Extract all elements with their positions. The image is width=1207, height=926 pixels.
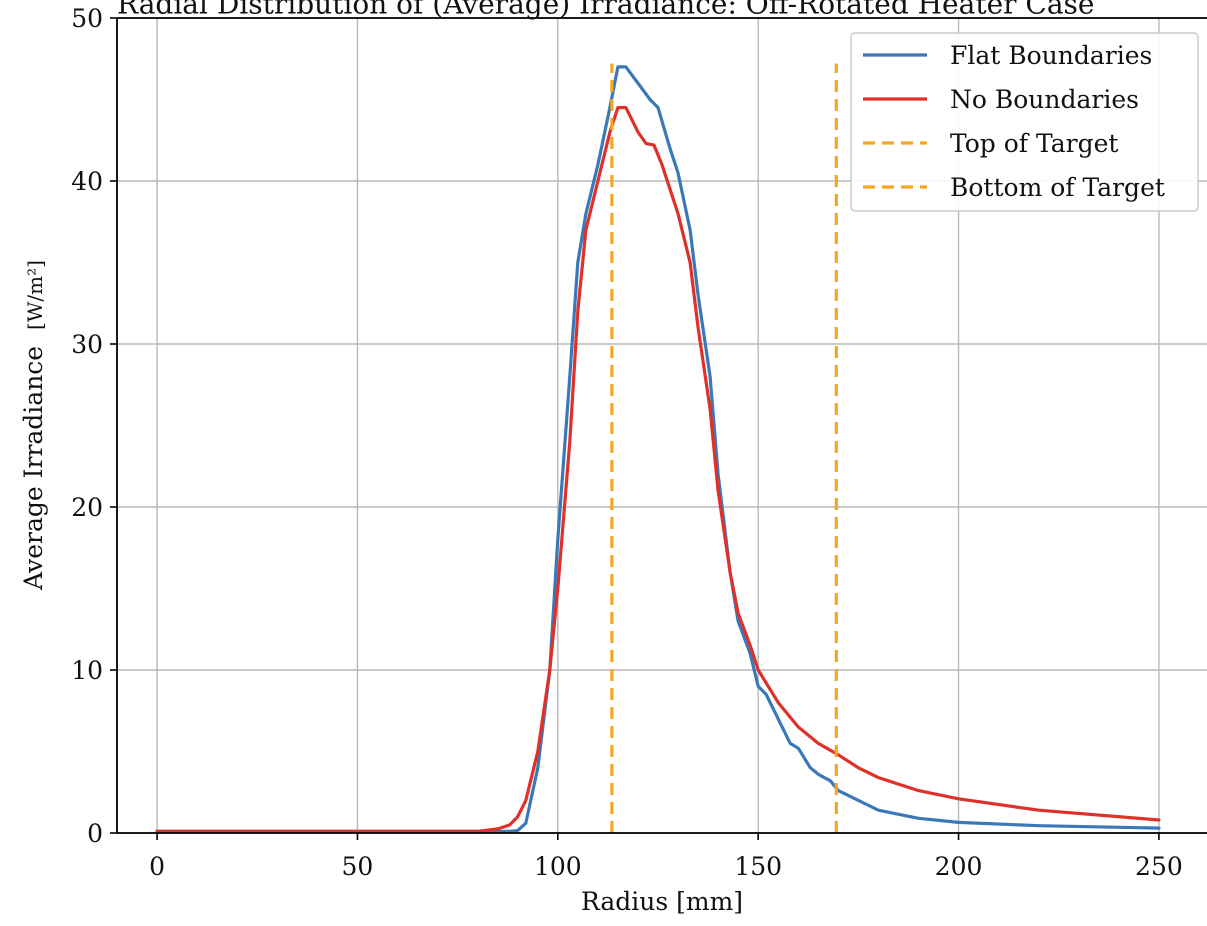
- y-axis-label: Average Irradiance [W/m²]: [19, 260, 48, 591]
- y-tick-label: 20: [71, 493, 103, 522]
- series-line-no-boundaries: [155, 105, 1161, 834]
- series-line-flat-boundaries: [155, 65, 1161, 834]
- y-axis-label-unit: [W/m²]: [23, 260, 47, 330]
- ticks: 0 50 100 150 200 250 0 10 20 30 40 50: [71, 4, 1183, 881]
- legend-label: Top of Target: [950, 129, 1118, 158]
- legend-label: Bottom of Target: [950, 173, 1165, 202]
- legend-label: No Boundaries: [950, 85, 1139, 114]
- y-tick-label: 40: [71, 167, 103, 196]
- x-tick-label: 250: [1135, 852, 1183, 881]
- y-axis-label-group: Average Irradiance [W/m²]: [19, 260, 48, 591]
- plot-series: [155, 63, 1161, 834]
- chart-title: Radial Distribution of (Average) Irradia…: [117, 0, 1094, 21]
- y-tick-label: 10: [71, 656, 103, 685]
- y-tick-label: 50: [71, 4, 103, 33]
- y-tick-label: 30: [71, 330, 103, 359]
- x-tick-label: 50: [342, 852, 374, 881]
- legend: Flat Boundaries No Boundaries Top of Targe…: [850, 32, 1199, 212]
- x-tick-label: 200: [935, 852, 983, 881]
- axes: [116, 17, 1207, 834]
- y-tick-label: 0: [87, 819, 103, 848]
- legend-box: [850, 32, 1199, 212]
- legend-label: Flat Boundaries: [950, 41, 1152, 70]
- x-tick-label: 100: [534, 852, 582, 881]
- x-tick-label: 0: [149, 852, 165, 881]
- x-tick-label: 150: [734, 852, 782, 881]
- y-axis-label-text: Average Irradiance: [19, 346, 48, 591]
- x-axis-label: Radius [mm]: [581, 887, 743, 916]
